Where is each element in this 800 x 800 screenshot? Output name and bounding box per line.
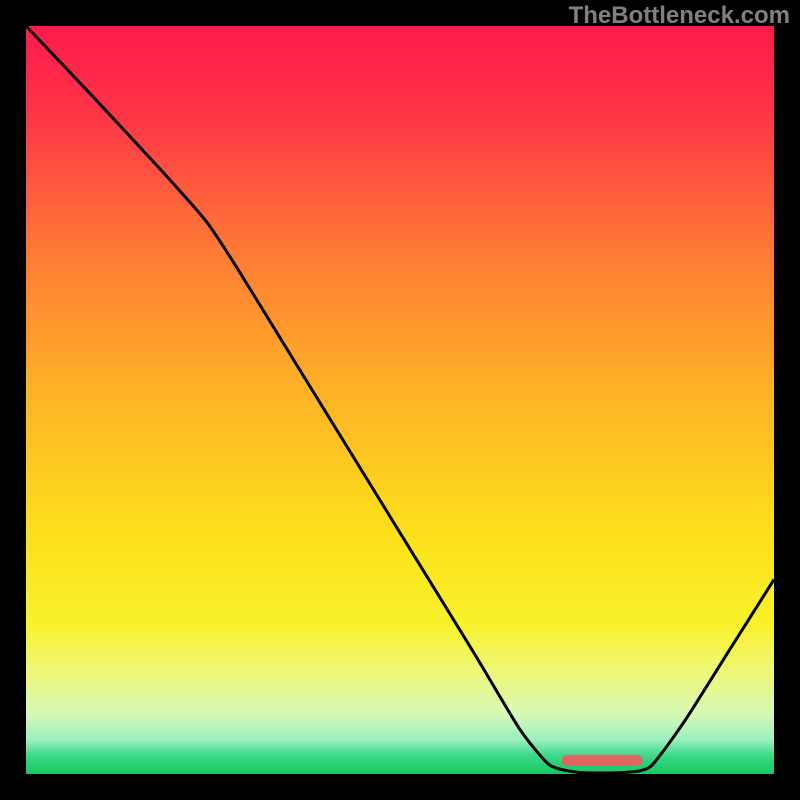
watermark-text: TheBottleneck.com — [569, 2, 790, 30]
plot-area — [26, 26, 774, 774]
optimal-marker — [562, 755, 643, 767]
bottleneck-curve — [26, 26, 774, 773]
curve-layer — [26, 26, 774, 774]
